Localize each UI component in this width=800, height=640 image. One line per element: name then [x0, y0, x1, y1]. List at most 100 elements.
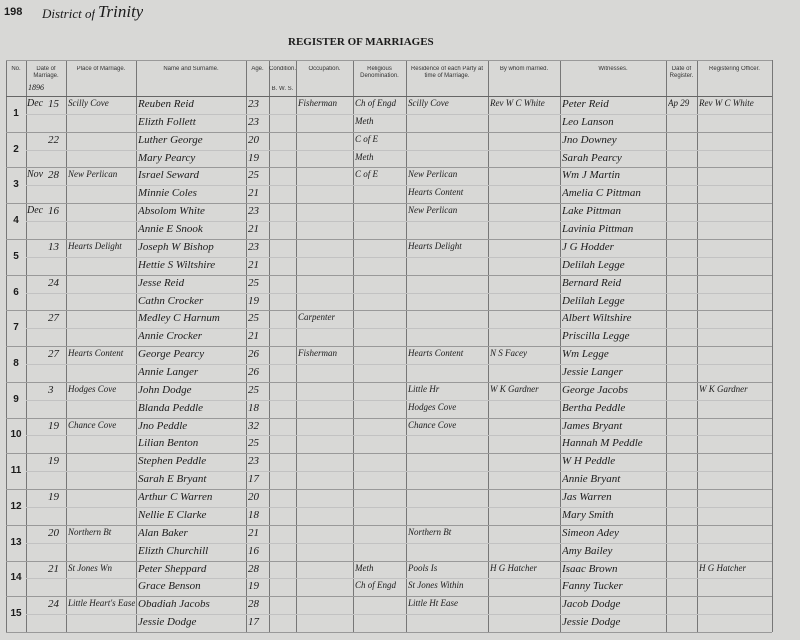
groom-residence: Hearts Delight: [408, 240, 462, 251]
groom-religion: C of E: [355, 133, 379, 144]
groom-occupation: Carpenter: [298, 312, 335, 323]
witness: Priscilla Legge: [562, 330, 630, 343]
bride-name: Mary Pearcy: [138, 151, 196, 164]
witness: Simeon Adey: [562, 526, 619, 539]
day: 13: [48, 240, 59, 253]
groom-religion: Ch of Engd: [355, 98, 397, 108]
column-header: Condition.: [269, 66, 296, 72]
witness: Delilah Legge: [562, 258, 625, 271]
groom-name: Medley C Harnum: [138, 312, 220, 325]
witness: Bertha Peddle: [562, 401, 626, 414]
groom-name: Peter Sheppard: [138, 562, 207, 575]
row-rule: [6, 203, 772, 204]
row-number: 7: [13, 322, 19, 334]
bride-name: Lilian Benton: [138, 437, 199, 450]
day: 24: [48, 598, 59, 611]
line-rule: [26, 578, 772, 579]
line-rule: [26, 435, 772, 436]
groom-age: 23: [248, 455, 259, 468]
bride-name: Nellie E Clarke: [138, 508, 207, 521]
column-header: No.: [11, 66, 21, 72]
witness: Jas Warren: [562, 491, 612, 504]
district: Trinity: [98, 2, 144, 21]
bride-age: 21: [248, 187, 259, 200]
witness: J G Hodder: [562, 240, 614, 253]
title: REGISTER OF MARRIAGES: [288, 36, 434, 48]
column-header: By whom married.: [499, 66, 549, 72]
groom-age: 25: [248, 276, 259, 289]
officiant: H G Hatcher: [490, 562, 537, 573]
groom-residence: Northern Bt: [408, 526, 452, 537]
groom-name: Stephen Peddle: [138, 455, 207, 468]
column-header: Place of Marriage.: [76, 66, 126, 72]
place: St Jones Wn: [68, 562, 112, 573]
bride-religion: Meth: [355, 151, 374, 162]
place: Hearts Content: [68, 348, 124, 359]
row-rule: [6, 453, 772, 454]
column-header: Residence of each Party at time of Marri…: [410, 66, 484, 79]
bride-name: Jessie Dodge: [138, 616, 197, 629]
place: Northern Bt: [68, 526, 112, 537]
line-rule: [26, 185, 772, 186]
bride-age: 18: [248, 401, 259, 414]
witness: Amelia C Pittman: [562, 187, 641, 200]
witness: Amy Bailey: [562, 544, 613, 557]
day: 20: [48, 526, 59, 539]
groom-name: Jesse Reid: [138, 276, 185, 289]
row-rule: [6, 346, 772, 347]
row-number: 3: [13, 179, 19, 191]
witness: Wm Legge: [562, 348, 609, 361]
bride-name: Cathn Crocker: [138, 294, 204, 307]
row-rule: [6, 382, 772, 383]
row-number: 6: [13, 286, 19, 298]
column-header: Religious Denomination.: [360, 66, 399, 79]
date-registered: Ap 29: [668, 98, 690, 108]
day: 19: [48, 455, 59, 468]
row-number: 13: [10, 536, 22, 548]
witness: Jessie Langer: [562, 366, 623, 378]
witness: Lavinia Pittman: [562, 223, 634, 236]
bride-age: 19: [248, 580, 259, 593]
groom-occupation: Fisherman: [298, 98, 337, 108]
witness: Fanny Tucker: [562, 580, 623, 593]
column-rule: [772, 60, 773, 632]
officiant: N S Facey: [490, 348, 527, 359]
bride-name: Annie Langer: [138, 366, 199, 378]
witness: Leo Lanson: [562, 115, 614, 128]
groom-age: 25: [248, 169, 259, 182]
groom-residence: Hearts Content: [408, 348, 464, 359]
column-header: Name and Surname.: [163, 66, 219, 72]
groom-age: 25: [248, 312, 259, 325]
row-rule: [6, 596, 772, 597]
row-number: 15: [10, 608, 22, 620]
row-rule: [6, 632, 772, 633]
row-number: 5: [13, 250, 19, 262]
month: Dec: [27, 98, 44, 109]
groom-age: 21: [248, 526, 259, 539]
place: Chance Cove: [68, 419, 117, 430]
row-number: 10: [10, 429, 22, 441]
witness: Hannah M Peddle: [562, 437, 643, 450]
place: New Perlican: [68, 169, 118, 180]
groom-residence: Pools Is: [408, 562, 438, 573]
witness: George Jacobs: [562, 383, 628, 396]
row-number: 9: [13, 393, 19, 405]
groom-name: Arthur C Warren: [138, 491, 213, 504]
bride-age: 17: [248, 473, 259, 486]
groom-name: Israel Seward: [138, 169, 200, 182]
day: 3: [48, 383, 54, 396]
groom-name: Jno Peddle: [138, 419, 188, 432]
column-header: Age.: [251, 66, 264, 72]
line-rule: [26, 614, 772, 615]
day: 21: [48, 562, 59, 575]
row-number: 11: [10, 465, 22, 477]
groom-age: 25: [248, 383, 259, 396]
bride-age: 16: [248, 544, 259, 557]
groom-age: 28: [248, 562, 259, 575]
witness: Jessie Dodge: [562, 616, 621, 629]
groom-name: Alan Baker: [138, 526, 188, 539]
line-rule: [26, 471, 772, 472]
row-rule: [6, 132, 772, 133]
registrar: W K Gardner: [699, 383, 748, 394]
bride-age: 23: [248, 115, 259, 128]
